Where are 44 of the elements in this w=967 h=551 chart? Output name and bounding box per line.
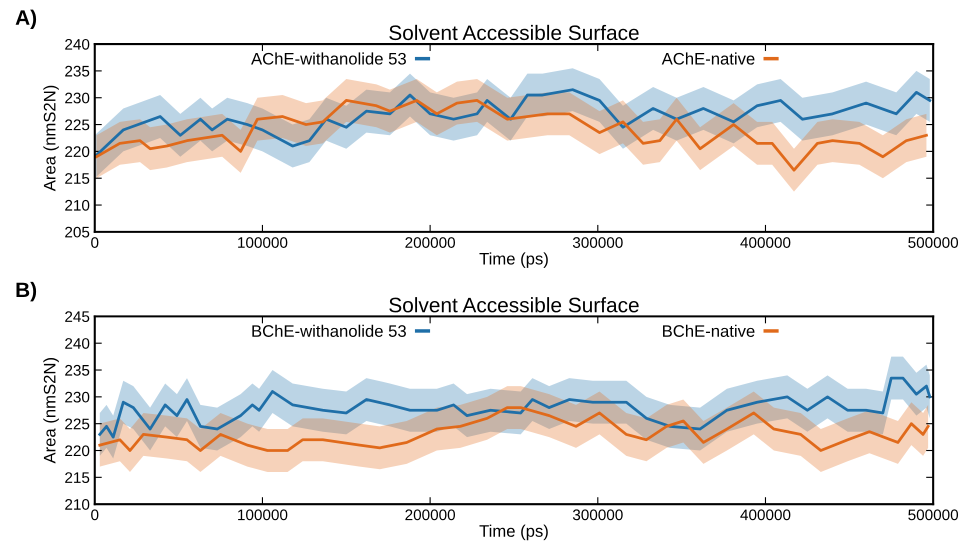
y-tick-label: 240: [65, 38, 90, 50]
line-series: [94, 88, 932, 158]
x-tick-label: 0: [91, 509, 98, 520]
x-axis-title: Time (ps): [479, 252, 548, 268]
legend-label: AChE-native: [662, 52, 754, 65]
y-tick-label: 235: [65, 66, 90, 77]
y-tick-label: 235: [65, 364, 90, 376]
legend-label: BChE-withanolide 53: [252, 324, 406, 337]
chart-title: Solvent Accessible Surface: [389, 297, 639, 312]
text: B): [16, 282, 36, 302]
line-series: [95, 99, 928, 172]
y-tick-label: 225: [65, 418, 90, 430]
x-tick-label: 500000: [908, 509, 958, 520]
legend-label: BChE-native: [663, 324, 754, 337]
y-tick-label: 210: [65, 499, 90, 510]
x-tick-label: 200000: [405, 237, 456, 248]
x-tick-label: 400000: [740, 237, 790, 248]
x-tick-label: 300000: [572, 509, 623, 520]
y-tick-label: 220: [65, 146, 90, 158]
legend-label: AChE-withanolide 53: [251, 52, 406, 65]
y-tick-label: 215: [65, 173, 90, 184]
text: A): [16, 10, 36, 30]
y-tick-label: 210: [65, 200, 90, 211]
y-axis-title: Area (nmS2N): [43, 86, 59, 192]
line-series: [98, 406, 930, 452]
y-tick-label: 240: [65, 338, 90, 349]
y-tick-label: 230: [65, 92, 90, 104]
y-tick-label: 245: [65, 311, 90, 322]
x-tick-label: 500000: [908, 237, 958, 248]
y-tick-label: 230: [65, 392, 90, 403]
x-tick-label: 100000: [238, 237, 288, 248]
x-tick-label: 400000: [740, 509, 790, 520]
line-series: [98, 376, 932, 438]
x-tick-label: 200000: [405, 509, 456, 520]
y-axis-title: Area (nmS2N): [43, 358, 59, 464]
x-axis-title: Time (ps): [479, 524, 548, 540]
y-tick-label: 215: [65, 472, 90, 484]
x-tick-label: 0: [91, 237, 98, 248]
chart-title: Solvent Accessible Surface: [389, 24, 639, 40]
x-tick-label: 300000: [572, 237, 623, 248]
x-tick-label: 100000: [238, 509, 288, 520]
y-tick-label: 205: [65, 226, 90, 238]
y-tick-label: 225: [65, 119, 90, 130]
y-tick-label: 220: [65, 445, 90, 456]
